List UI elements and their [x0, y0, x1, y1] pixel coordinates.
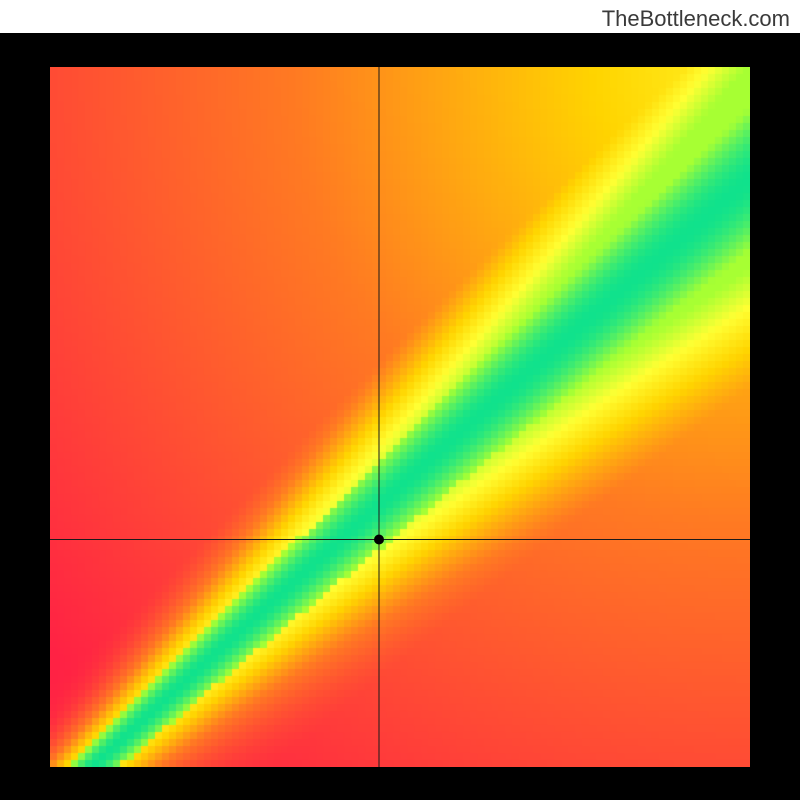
crosshair-marker — [374, 534, 384, 544]
watermark-text: TheBottleneck.com — [602, 6, 790, 32]
overlay-svg — [50, 67, 750, 767]
heatmap-plot — [50, 67, 750, 767]
chart-root: TheBottleneck.com — [0, 0, 800, 800]
